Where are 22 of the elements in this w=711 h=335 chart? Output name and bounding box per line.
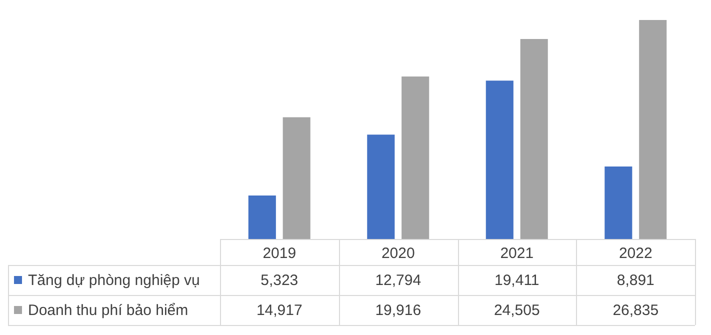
x-tick-label: 2019: [262, 245, 296, 262]
data-label: 8,891: [616, 272, 654, 290]
x-tick-label: 2021: [500, 245, 534, 262]
bar: [402, 76, 430, 239]
x-tick-label: 2022: [618, 245, 652, 262]
legend-label: Doanh thu phí bảo hiểm: [28, 302, 188, 320]
data-label: 19,916: [375, 302, 422, 320]
data-label: 12,794: [375, 272, 422, 290]
bar: [486, 80, 514, 239]
data-label: 14,917: [256, 302, 302, 320]
legend-label: Tăng dự phòng nghiệp vụ: [28, 272, 200, 290]
bar: [604, 166, 632, 239]
data-label: 26,835: [612, 302, 659, 320]
bar: [248, 196, 276, 239]
data-label: 24,505: [494, 302, 540, 320]
bar: [367, 134, 395, 239]
bar: [282, 117, 310, 239]
data-label: 5,323: [260, 272, 298, 290]
x-tick-label: 2020: [381, 245, 415, 262]
data-label: 19,411: [494, 272, 540, 290]
bar: [520, 39, 548, 239]
bar: [639, 20, 667, 239]
